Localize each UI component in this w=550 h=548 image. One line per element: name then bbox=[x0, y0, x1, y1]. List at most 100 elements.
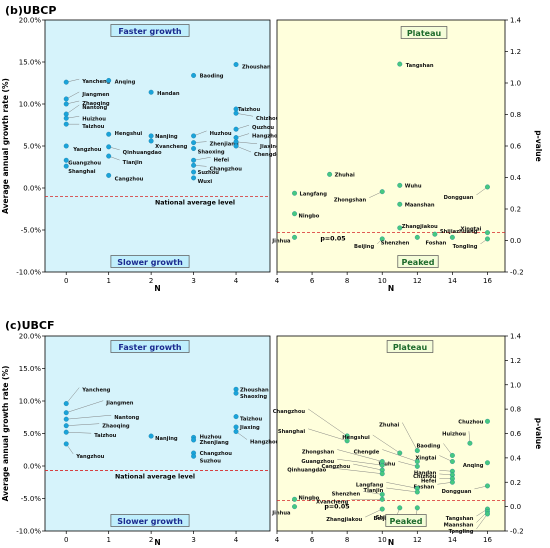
point-label: Dongguan bbox=[444, 195, 474, 201]
point-label: Zhongshan bbox=[302, 450, 335, 456]
national-average-label: National average level bbox=[155, 199, 235, 206]
point-label: Qinhuangdao bbox=[287, 468, 326, 474]
point-leader bbox=[337, 449, 383, 462]
point-leader bbox=[402, 422, 418, 451]
x-tick-label: 12 bbox=[413, 277, 422, 285]
point bbox=[432, 231, 438, 237]
point-label: Yangzhou bbox=[75, 454, 104, 460]
point bbox=[233, 143, 239, 149]
plot-area bbox=[276, 335, 506, 532]
point bbox=[106, 144, 112, 150]
x-tick-label: 12 bbox=[413, 536, 422, 544]
point-label: Zhenjiang bbox=[200, 440, 229, 446]
point-label: Chuzhou bbox=[458, 419, 483, 425]
point-leader bbox=[386, 487, 418, 493]
point-label: Tongling bbox=[449, 529, 474, 535]
point-label: Suzhou bbox=[200, 458, 222, 464]
point-label: Wuhu bbox=[378, 461, 395, 467]
point-label: Xingtai bbox=[461, 227, 482, 233]
y-tick-label: 20.0% bbox=[19, 333, 42, 341]
x-tick-label: 6 bbox=[310, 277, 315, 285]
point-label: Shijiazhuang bbox=[440, 229, 478, 235]
y-axis-label: p-value bbox=[534, 130, 543, 161]
point-label: Baoding bbox=[200, 73, 224, 79]
point bbox=[106, 172, 112, 178]
point bbox=[63, 115, 69, 121]
point bbox=[63, 157, 69, 163]
y-tick-label: 0.0% bbox=[23, 185, 41, 193]
point-leader bbox=[353, 463, 383, 471]
x-tick-label: 4 bbox=[275, 536, 280, 544]
point-label: Taizhou bbox=[240, 417, 262, 423]
point-leader bbox=[443, 443, 453, 456]
point bbox=[292, 190, 297, 196]
point-label: Zhuhai bbox=[379, 423, 399, 429]
point-label: Hefei bbox=[214, 157, 230, 163]
point bbox=[63, 401, 69, 407]
x-tick-label: 8 bbox=[345, 536, 349, 544]
point-label: Wuhu bbox=[405, 183, 422, 189]
x-axis-label: N bbox=[154, 538, 160, 547]
point-label: Xvancheng bbox=[316, 499, 349, 505]
top-box-frame bbox=[386, 340, 434, 353]
point-label: Taizhou bbox=[238, 107, 260, 113]
point bbox=[148, 433, 154, 439]
bottom-box: Peaked bbox=[390, 517, 423, 526]
point bbox=[191, 169, 197, 175]
point-label: Foshan bbox=[426, 240, 447, 246]
panel-title: (c)UBCF bbox=[5, 319, 54, 332]
top-box: Faster growth bbox=[118, 343, 182, 352]
point-label: Foshan bbox=[414, 484, 435, 490]
top-box-frame bbox=[110, 24, 190, 37]
point-label: Tianjin bbox=[123, 160, 143, 166]
point bbox=[485, 184, 490, 190]
point-label: Chengde bbox=[354, 450, 380, 456]
y-tick-label: -10.0% bbox=[16, 269, 41, 277]
point-label: Hangzhou bbox=[250, 440, 280, 446]
point-label: Qinhuangdao bbox=[123, 150, 162, 156]
point bbox=[148, 133, 154, 139]
point-leader bbox=[437, 482, 453, 485]
point-label: Huizhou bbox=[442, 431, 466, 437]
point-label: Baoding bbox=[416, 443, 440, 449]
point-label: Wuxi bbox=[198, 179, 213, 185]
point-label: Nanjing bbox=[155, 134, 178, 140]
point bbox=[191, 175, 197, 181]
point bbox=[485, 460, 490, 466]
point-label: Langfang bbox=[356, 482, 384, 488]
x-axis-label: N bbox=[154, 284, 160, 293]
y-tick-label: 5.0% bbox=[23, 143, 41, 151]
point-label: Chizhou bbox=[413, 474, 437, 480]
threshold-label: p=0.05 bbox=[324, 504, 349, 511]
point-label: Hengshui bbox=[115, 131, 143, 137]
point bbox=[327, 171, 333, 177]
point-label: Anqing bbox=[115, 79, 136, 85]
y-tick-label: 0.6 bbox=[510, 430, 522, 438]
y-tick-label: 15.0% bbox=[19, 59, 42, 67]
panel-title: (b)UBCP bbox=[5, 4, 56, 17]
y-tick-label: -10.0% bbox=[16, 528, 41, 536]
y-tick-label: 0.8 bbox=[510, 406, 521, 414]
point-label: Beijing bbox=[374, 516, 394, 522]
x-axis-label: N bbox=[388, 284, 394, 293]
panel-0: -10.0% -5.0% 0.0% 5.0% 10.0% 15.0% 20.0% 0 1 2 3 4 N… bbox=[1, 4, 282, 293]
point bbox=[191, 162, 197, 168]
x-tick-label: 2 bbox=[149, 536, 153, 544]
point bbox=[106, 78, 112, 83]
point-label: Hangzhou bbox=[252, 134, 282, 140]
point-label: Dongguan bbox=[442, 489, 472, 495]
x-axis-label: N bbox=[388, 538, 394, 547]
y-tick-label: 0.4 bbox=[510, 174, 522, 182]
point-label: Tangshan bbox=[406, 63, 434, 69]
y-axis-label: p-value bbox=[534, 418, 543, 449]
bottom-box-frame bbox=[110, 255, 190, 268]
point bbox=[233, 424, 239, 430]
x-tick-label: 10 bbox=[378, 536, 387, 544]
point-label: Jinhua bbox=[271, 511, 291, 517]
x-tick-label: 0 bbox=[64, 277, 68, 285]
point-label: Jiangmen bbox=[81, 92, 110, 98]
panel-1: -0.2 0.0 0.2 0.4 0.6 0.8 1.0 1.2 1.4 4 6 8 10 12 14 16 N… bbox=[271, 17, 543, 294]
point bbox=[379, 236, 385, 242]
point-label: Handan bbox=[414, 470, 437, 476]
